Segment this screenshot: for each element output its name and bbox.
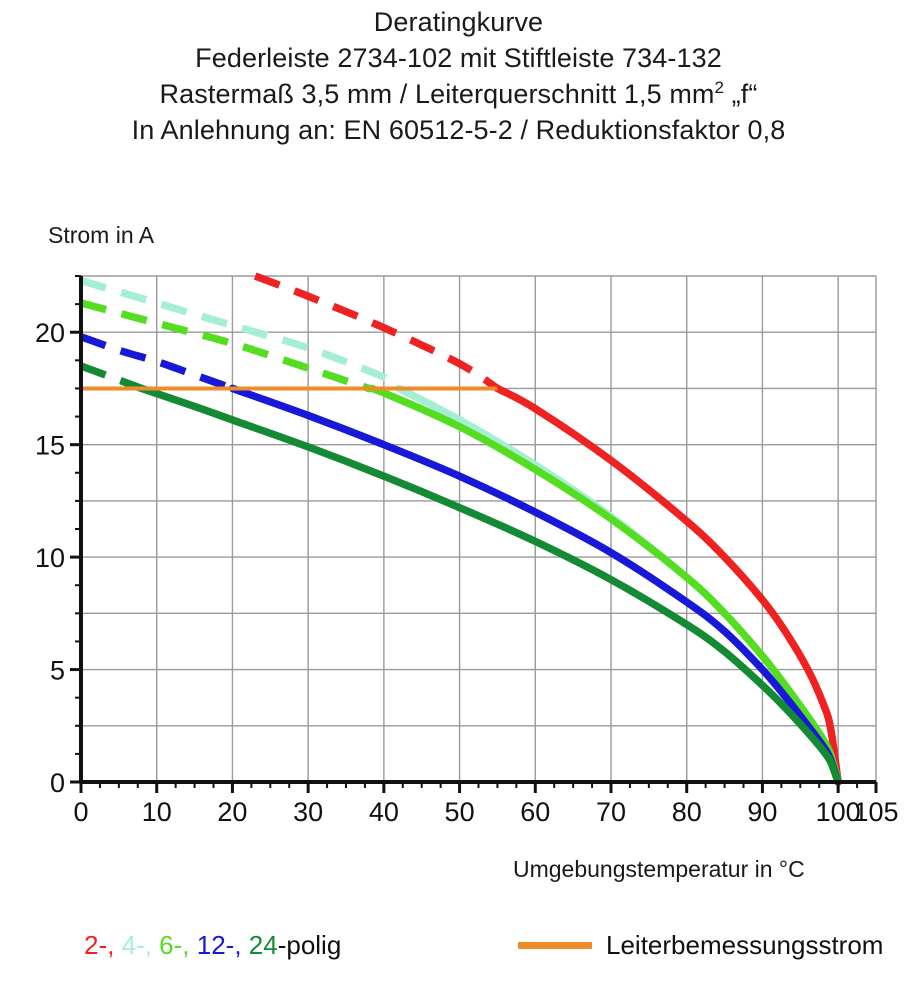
- legend-pole-2: 4-,: [121, 930, 152, 960]
- series-line-solid-4-polig: [395, 384, 842, 786]
- x-tick-label: 20: [217, 797, 247, 827]
- title-line-4: In Anlehnung an: EN 60512-5-2 / Reduktio…: [131, 115, 786, 145]
- legend-pole-3: 6-,: [159, 930, 190, 960]
- curve-layer: [79, 272, 842, 786]
- x-tick-label: 90: [747, 797, 777, 827]
- legend-rated-current-group: Leiterbemessungsstrom: [518, 930, 883, 961]
- legend-pole-4: 12-,: [196, 930, 242, 960]
- series-line-dashed-12-polig: [79, 333, 234, 392]
- series-line-dashed-4-polig: [79, 276, 402, 392]
- y-tick-label: 20: [35, 318, 65, 348]
- x-tick-label: 50: [445, 797, 475, 827]
- title-line-3-tail: „f“: [724, 79, 758, 109]
- title-line-3: Rastermaß 3,5 mm / Leiterquerschnitt 1,5…: [0, 76, 917, 112]
- x-tick-label: 60: [520, 797, 550, 827]
- x-tick-label: 100: [816, 797, 861, 827]
- legend-poles-suffix: -polig: [277, 930, 342, 960]
- title-line-3-superscript: 2: [714, 78, 725, 97]
- x-tick-label: 80: [672, 797, 702, 827]
- x-axis-title: Umgebungstemperatur in °C: [513, 856, 805, 882]
- series-line-solid-2-polig: [493, 384, 842, 786]
- y-tick-label: 5: [50, 656, 65, 686]
- legend-rated-current-label: Leiterbemessungsstrom: [606, 930, 884, 960]
- chart-legend: 2-, 4-, 6-, 12-, 24-polig Leiterbemessun…: [0, 930, 917, 986]
- y-tick-label: 10: [35, 543, 65, 573]
- y-tick-label: 15: [35, 431, 65, 461]
- title-line-2: Federleiste 2734-102 mit Stiftleiste 734…: [195, 43, 722, 73]
- series-line-dashed-6-polig: [80, 299, 370, 392]
- legend-pole-5: 24: [248, 930, 278, 960]
- legend-poles-group: 2-, 4-, 6-, 12-, 24-polig: [84, 930, 341, 961]
- x-tick-label: 0: [73, 797, 88, 827]
- legend-rated-current-swatch: [518, 942, 592, 949]
- axis-layer: [70, 275, 878, 793]
- series-line-solid-12-polig: [228, 384, 842, 786]
- x-tick-label: 30: [293, 797, 323, 827]
- y-tick-label: 0: [50, 768, 65, 798]
- x-tick-label: 40: [369, 797, 399, 827]
- series-line-solid-6-polig: [364, 384, 842, 786]
- grid-layer: [80, 275, 877, 782]
- chart-title-block: Deratingkurve Federleiste 2734-102 mit S…: [0, 0, 917, 148]
- x-tick-label: 10: [142, 797, 172, 827]
- title-line-1: Deratingkurve: [373, 7, 544, 37]
- x-tick-label: 105: [853, 797, 898, 827]
- series-line-dashed-24-polig: [79, 362, 143, 392]
- legend-pole-1: 2-,: [84, 930, 115, 960]
- y-axis-title: Strom in A: [48, 222, 155, 248]
- x-tick-label: 70: [596, 797, 626, 827]
- title-line-3-main: Rastermaß 3,5 mm / Leiterquerschnitt 1,5…: [159, 79, 715, 109]
- series-line-dashed-2-polig: [253, 272, 500, 392]
- series-line-solid-24-polig: [137, 384, 842, 786]
